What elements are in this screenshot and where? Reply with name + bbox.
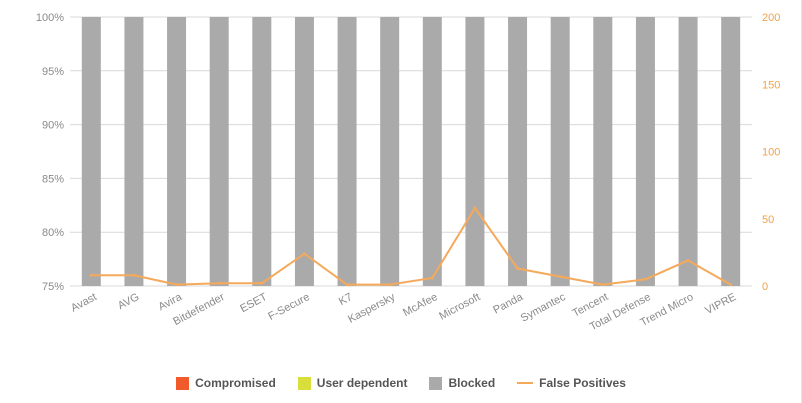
- category-label: McAfee: [401, 291, 440, 319]
- bar-blocked: [294, 17, 314, 286]
- legend-item-false-positives[interactable]: False Positives: [517, 376, 626, 390]
- false-positives-point: [601, 283, 605, 287]
- left-tick-label: 80%: [42, 227, 64, 239]
- category-label: Kaspersky: [346, 291, 397, 326]
- bar-blocked: [422, 17, 442, 286]
- false-positives-point: [516, 267, 520, 271]
- category-label: Avira: [156, 291, 184, 314]
- category-label: Avast: [69, 291, 99, 314]
- bar-blocked: [209, 17, 229, 286]
- right-tick-label: 100: [762, 147, 780, 159]
- bar-blocked: [550, 17, 570, 286]
- false-positives-point: [260, 281, 264, 285]
- legend-label-false-positives: False Positives: [539, 376, 626, 390]
- bar-blocked: [678, 17, 698, 286]
- left-tick-label: 90%: [42, 120, 64, 132]
- category-label: AVG: [116, 291, 141, 312]
- false-positives-line-layer: [89, 206, 733, 287]
- left-tick-label: 85%: [42, 173, 64, 185]
- left-axis-ticks: 75% 80% 85% 90% 95% 100%: [36, 12, 64, 293]
- legend-label-blocked: Blocked: [448, 376, 496, 390]
- false-positives-point: [89, 273, 93, 277]
- right-tick-label: 0: [762, 281, 768, 293]
- category-label: Symantec: [519, 291, 568, 325]
- legend-swatch-false-positives: [517, 382, 534, 384]
- false-positives-point: [302, 252, 306, 256]
- left-tick-label: 95%: [42, 66, 64, 78]
- right-axis-ticks: 0 50 100 150 200: [762, 12, 780, 293]
- left-tick-label: 100%: [36, 12, 64, 24]
- left-tick-label: 75%: [42, 281, 64, 293]
- bar-blocked: [124, 17, 144, 286]
- bar-blocked: [167, 17, 187, 286]
- bar-blocked: [635, 17, 655, 286]
- false-positives-point: [729, 283, 733, 287]
- category-label: ESET: [238, 291, 269, 315]
- category-label: VIPRE: [703, 291, 738, 317]
- chart-plot: 75% 80% 85% 90% 95% 100% 0 50 100 150 200 Avast AV…: [36, 12, 781, 334]
- false-positives-point: [132, 273, 136, 277]
- legend: Compromised User dependent Blocked False…: [0, 376, 802, 390]
- bar-blocked: [81, 17, 101, 286]
- legend-label-user-dependent: User dependent: [316, 376, 408, 390]
- bar-blocked: [593, 17, 613, 286]
- bar-blocked: [721, 17, 741, 286]
- legend-swatch-user-dependent: [297, 376, 311, 390]
- bar-blocked: [465, 17, 485, 286]
- false-positives-point: [558, 275, 562, 279]
- bar-blocked: [380, 17, 400, 286]
- category-label: F-Secure: [266, 291, 312, 323]
- false-positives-point: [430, 276, 434, 280]
- false-positives-point: [217, 281, 221, 285]
- false-positives-point: [643, 277, 647, 281]
- bar-blocked: [508, 17, 528, 286]
- right-tick-label: 50: [762, 214, 774, 226]
- right-tick-label: 200: [762, 12, 780, 24]
- bars: [81, 17, 741, 286]
- false-positives-point: [345, 283, 349, 287]
- legend-item-blocked[interactable]: Blocked: [429, 376, 495, 390]
- bar-blocked: [337, 17, 357, 286]
- false-positives-line: [91, 206, 732, 286]
- legend-item-compromised[interactable]: Compromised: [176, 376, 276, 390]
- legend-item-user-dependent[interactable]: User dependent: [297, 376, 408, 390]
- category-label: K7: [337, 291, 355, 308]
- category-label: Microsoft: [437, 291, 482, 323]
- legend-swatch-compromised: [176, 376, 190, 390]
- false-positives-point: [388, 283, 392, 287]
- right-tick-label: 150: [762, 79, 780, 91]
- false-positives-point: [175, 283, 179, 287]
- false-positives-point: [686, 258, 690, 262]
- bar-blocked: [252, 17, 272, 286]
- legend-label-compromised: Compromised: [195, 376, 276, 390]
- false-positives-point: [473, 206, 477, 210]
- legend-swatch-blocked: [429, 376, 443, 390]
